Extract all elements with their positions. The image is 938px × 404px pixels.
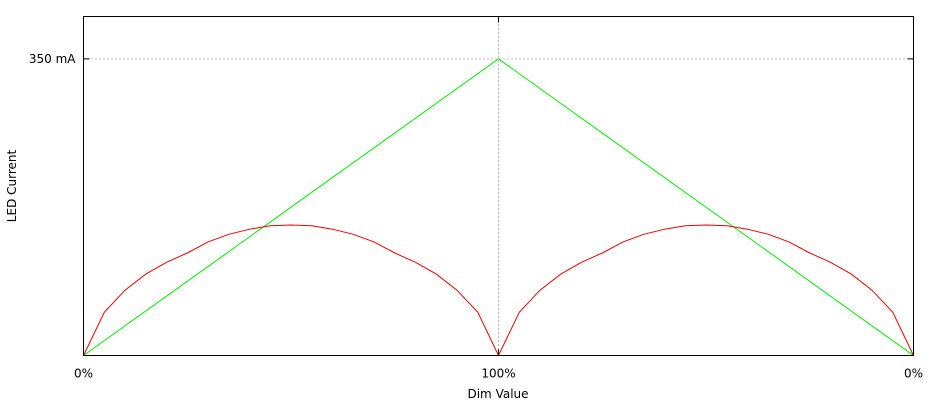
tick-layer: 350 mA 0% 100% 0% xyxy=(29,16,923,381)
series-line-1 xyxy=(83,58,914,356)
grid-layer xyxy=(83,16,914,356)
x-axis-label: Dim Value xyxy=(467,387,528,401)
y-tick-label: 350 mA xyxy=(29,52,76,66)
x-tick-label: 100% xyxy=(481,367,515,381)
x-tick-label: 0% xyxy=(904,367,923,381)
y-axis-label: LED Current xyxy=(5,150,19,223)
x-tick-label: 0% xyxy=(74,367,93,381)
series-layer xyxy=(83,58,914,357)
